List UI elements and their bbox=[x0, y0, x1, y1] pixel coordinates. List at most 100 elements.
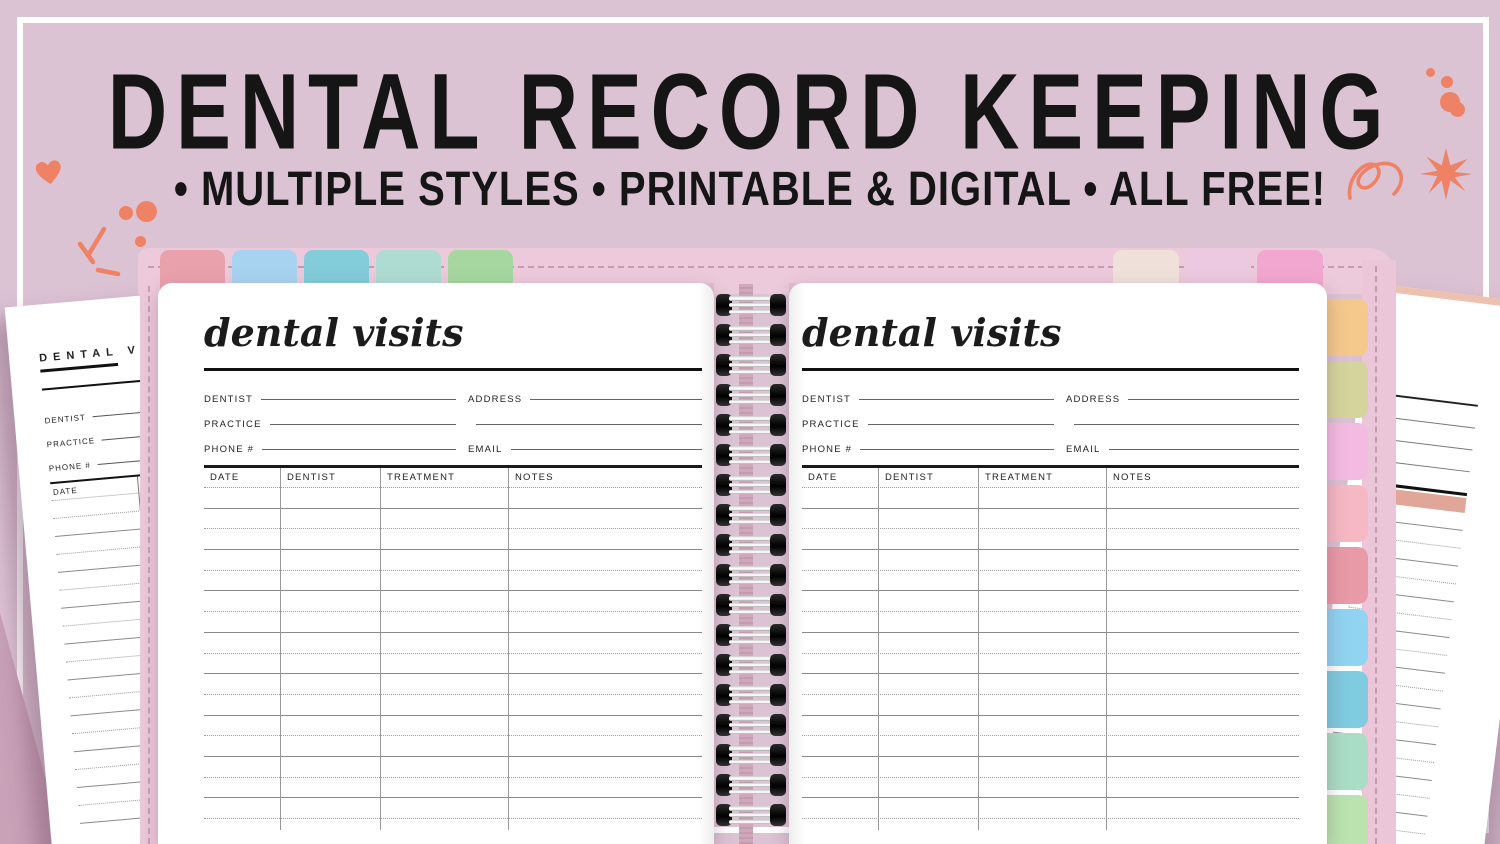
field-row: DENTIST ADDRESS bbox=[204, 379, 702, 405]
field-label-address: ADDRESS bbox=[1066, 394, 1121, 405]
dot-decoration bbox=[1450, 102, 1465, 117]
field-label-phone: PHONE # bbox=[802, 444, 853, 455]
notebook-tab[interactable] bbox=[1322, 609, 1368, 666]
contact-fields: DENTIST ADDRESS PRACTICE PHONE # EMAIL bbox=[802, 379, 1299, 455]
spiral-coil bbox=[716, 684, 786, 706]
field-line bbox=[510, 449, 702, 450]
table-row-line bbox=[802, 736, 1299, 757]
page-left: dental visits DENTIST ADDRESS PRACTICE P… bbox=[158, 283, 714, 844]
table-header: DATE DENTIST TREATMENT NOTES bbox=[204, 468, 702, 488]
field-row: PHONE # EMAIL bbox=[802, 429, 1299, 455]
table-row-line bbox=[802, 529, 1299, 551]
field-label-address: ADDRESS bbox=[468, 394, 523, 405]
table-row-line bbox=[802, 798, 1299, 819]
field-label: PHONE # bbox=[48, 460, 92, 474]
table-row-line bbox=[204, 591, 702, 613]
notebook-tab[interactable] bbox=[1322, 795, 1368, 844]
dot-decoration bbox=[135, 236, 146, 247]
title-divider bbox=[204, 368, 702, 371]
spiral-coil bbox=[716, 654, 786, 676]
spiral-coil bbox=[716, 744, 786, 766]
table-row-line bbox=[802, 674, 1299, 695]
table-row-line bbox=[204, 488, 702, 509]
visits-table: DATE DENTIST TREATMENT NOTES bbox=[802, 465, 1299, 830]
field-label-dentist: DENTIST bbox=[802, 394, 852, 405]
table-row-line bbox=[204, 798, 702, 819]
table-row-line bbox=[802, 654, 1299, 675]
table-row-line bbox=[204, 674, 702, 695]
column-separator bbox=[978, 468, 979, 830]
dot-decoration bbox=[136, 201, 157, 222]
spiral-coil bbox=[716, 354, 786, 376]
field-line bbox=[859, 399, 1054, 400]
spiral-coil bbox=[716, 534, 786, 556]
column-header-date: DATE bbox=[210, 472, 240, 483]
spiral-coil bbox=[716, 444, 786, 466]
column-separator bbox=[508, 468, 509, 830]
field-row: PRACTICE bbox=[802, 404, 1299, 430]
field-line bbox=[1074, 424, 1299, 425]
heart-icon bbox=[35, 160, 61, 185]
table-row-line bbox=[204, 778, 702, 799]
column-header-treatment: TREATMENT bbox=[387, 472, 456, 483]
dot-decoration bbox=[119, 206, 133, 220]
table-row-line bbox=[802, 778, 1299, 799]
page-right: dental visits DENTIST ADDRESS PRACTICE P… bbox=[789, 283, 1327, 844]
table-row-line bbox=[802, 695, 1299, 716]
table-row-line bbox=[204, 819, 702, 830]
table-row-line bbox=[204, 571, 702, 592]
table-row-line bbox=[204, 757, 702, 778]
notebook-tab[interactable] bbox=[1322, 733, 1368, 790]
notebook-tab[interactable] bbox=[1322, 485, 1368, 542]
table-row-line bbox=[204, 716, 702, 737]
table-body bbox=[204, 488, 702, 830]
notebook-tab[interactable] bbox=[1322, 423, 1368, 480]
dot-decoration bbox=[1426, 68, 1435, 77]
field-line bbox=[261, 399, 456, 400]
column-header-dentist: DENTIST bbox=[885, 472, 935, 483]
column-header-dentist: DENTIST bbox=[287, 472, 337, 483]
dot-decoration bbox=[1441, 76, 1453, 88]
field-line bbox=[867, 424, 1054, 425]
column-separator bbox=[878, 468, 879, 830]
table-row-line bbox=[802, 488, 1299, 509]
table-row-line bbox=[802, 550, 1299, 571]
notebook-tab[interactable] bbox=[1322, 671, 1368, 728]
planner-cover-left bbox=[140, 282, 160, 844]
column-header-date: DATE bbox=[808, 472, 838, 483]
table-row-line bbox=[204, 633, 702, 654]
field-label-email: EMAIL bbox=[468, 444, 503, 455]
side-tabs bbox=[1322, 299, 1368, 844]
spiral-binding bbox=[716, 294, 786, 844]
spiral-coil bbox=[716, 564, 786, 586]
field-label-practice: PRACTICE bbox=[204, 419, 262, 430]
notebook-tab[interactable] bbox=[1322, 547, 1368, 604]
table-row-line bbox=[204, 550, 702, 571]
table-row-line bbox=[204, 695, 702, 716]
column-header-treatment: TREATMENT bbox=[985, 472, 1054, 483]
spiral-coil bbox=[716, 624, 786, 646]
field-label-practice: PRACTICE bbox=[802, 419, 860, 430]
field-row: DENTIST ADDRESS bbox=[802, 379, 1299, 405]
field-line bbox=[269, 424, 456, 425]
column-separator bbox=[280, 468, 281, 830]
title-underline bbox=[40, 362, 119, 373]
table-row-line bbox=[204, 612, 702, 633]
notebook-tab[interactable] bbox=[1322, 299, 1368, 356]
field-line bbox=[476, 424, 702, 425]
visits-table: DATE DENTIST TREATMENT NOTES bbox=[204, 465, 702, 830]
table-row-line bbox=[802, 716, 1299, 737]
field-label-email: EMAIL bbox=[1066, 444, 1101, 455]
field-label-phone: PHONE # bbox=[204, 444, 255, 455]
table-body bbox=[802, 488, 1299, 830]
notebook-tab[interactable] bbox=[1322, 361, 1368, 418]
column-header-notes: NOTES bbox=[515, 472, 554, 483]
field-line bbox=[860, 449, 1054, 450]
form-title: dental visits bbox=[204, 310, 464, 355]
spiral-coil bbox=[716, 504, 786, 526]
page-title: DENTAL RECORD KEEPING bbox=[107, 51, 1393, 172]
field-line bbox=[262, 449, 456, 450]
starburst-icon bbox=[1420, 148, 1472, 200]
